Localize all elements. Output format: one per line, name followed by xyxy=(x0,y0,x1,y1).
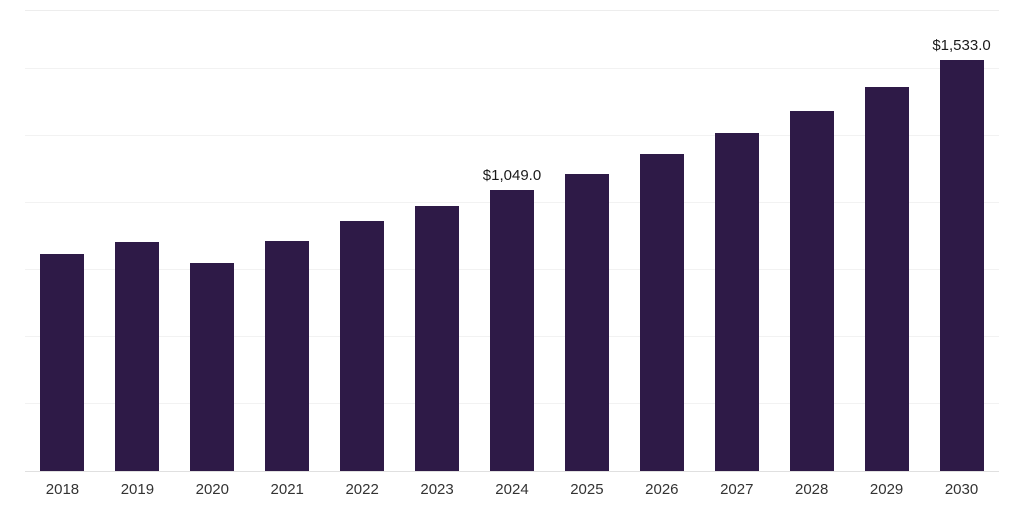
bar-slot-2021 xyxy=(250,11,325,471)
x-axis-label-2027: 2027 xyxy=(720,481,754,498)
bar-2020 xyxy=(190,263,235,471)
x-axis-label-2022: 2022 xyxy=(345,481,379,498)
bar-slot-2027 xyxy=(699,11,774,471)
bar-2026 xyxy=(639,153,684,471)
bar-2030: $1,533.0 xyxy=(932,37,991,471)
bar-slot-2026 xyxy=(624,11,699,471)
bar-slot-2025 xyxy=(549,11,624,471)
bar-2023 xyxy=(415,205,460,471)
bar-2024: $1,049.0 xyxy=(483,167,541,471)
bar-2021 xyxy=(265,240,310,471)
bar-slot-2023 xyxy=(400,11,475,471)
x-axis-label-2030: 2030 xyxy=(944,481,979,498)
bar-2027 xyxy=(714,133,759,471)
bar-slot-2022 xyxy=(325,11,400,471)
bar-2022 xyxy=(340,220,385,471)
bar-2028 xyxy=(789,110,834,471)
bar-slot-2024: $1,049.0 xyxy=(475,11,550,471)
x-axis-label-2023: 2023 xyxy=(420,481,454,498)
bar-2019 xyxy=(115,241,160,471)
bar-2029 xyxy=(864,86,909,471)
data-label-2024: $1,049.0 xyxy=(482,166,542,184)
bar-slot-2029 xyxy=(849,11,924,471)
x-axis: 2018 2019 2020 2021 2022 2023 2024 2025 2026 2027… xyxy=(25,481,999,498)
x-axis-label-2025: 2025 xyxy=(570,481,604,498)
bar-slot-2020 xyxy=(175,11,250,471)
x-axis-label-2019: 2019 xyxy=(120,481,155,498)
x-axis-label-2020: 2020 xyxy=(195,481,229,498)
x-axis-label-2029: 2029 xyxy=(869,481,904,498)
bar-slot-2028 xyxy=(774,11,849,471)
bar-2018 xyxy=(40,254,85,471)
bar-2025 xyxy=(564,173,609,471)
bar-slot-2018 xyxy=(25,11,100,471)
x-axis-label-2018: 2018 xyxy=(45,481,80,498)
bar-chart: $1,049.0 $1,533.0 2018 2019 2020 2021 2022 202… xyxy=(25,10,999,498)
x-axis-label-2026: 2026 xyxy=(645,481,679,498)
bar-slot-2019 xyxy=(100,11,175,471)
x-axis-label-2024: 2024 xyxy=(495,481,529,498)
x-axis-label-2028: 2028 xyxy=(794,481,829,498)
plot-area: $1,049.0 $1,533.0 xyxy=(25,10,999,472)
bar-slot-2030: $1,533.0 xyxy=(924,11,999,471)
x-axis-label-2021: 2021 xyxy=(270,481,304,498)
data-label-2030: $1,533.0 xyxy=(932,37,991,55)
